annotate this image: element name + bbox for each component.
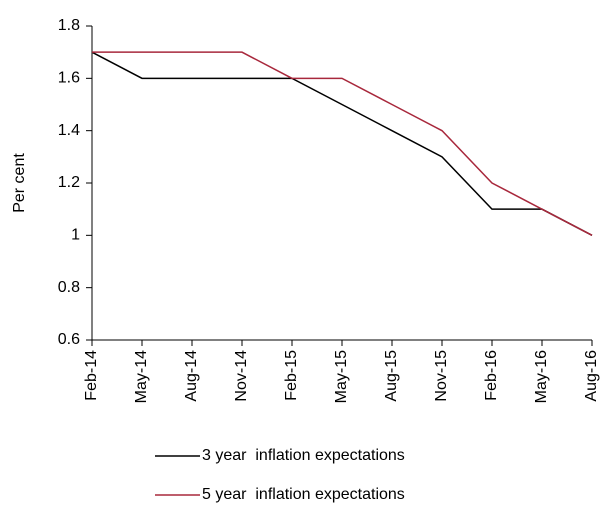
x-tick-label: Feb-16	[483, 350, 500, 401]
y-tick-label: 1.2	[58, 174, 80, 191]
x-tick-label: Aug-14	[183, 350, 200, 402]
y-tick-label: 0.6	[58, 331, 80, 348]
x-tick-label: May-14	[133, 350, 150, 403]
line-series	[92, 51, 593, 236]
y-axis-label: Per cent	[11, 153, 28, 213]
x-tick-label: May-16	[533, 350, 550, 403]
y-tick-label: 1	[71, 227, 80, 244]
x-tick-label: Feb-15	[283, 350, 300, 401]
x-tick-label: Nov-15	[433, 350, 450, 402]
legend-label: 5 year inflation expectations	[202, 486, 405, 503]
x-tick-label: Nov-14	[233, 350, 250, 402]
y-tick-label: 1.8	[58, 17, 80, 34]
x-tick-label: Feb-14	[83, 350, 100, 401]
y-tick-label: 0.8	[58, 279, 80, 296]
y-tick-label: 1.4	[58, 122, 80, 139]
x-tick-label: May-15	[333, 350, 350, 403]
line-series	[91, 51, 593, 236]
legend-label: 3 year inflation expectations	[202, 447, 405, 464]
x-tick-label: Aug-15	[383, 350, 400, 402]
y-tick-label: 1.6	[58, 70, 80, 87]
x-tick-label: Aug-16	[583, 350, 600, 402]
